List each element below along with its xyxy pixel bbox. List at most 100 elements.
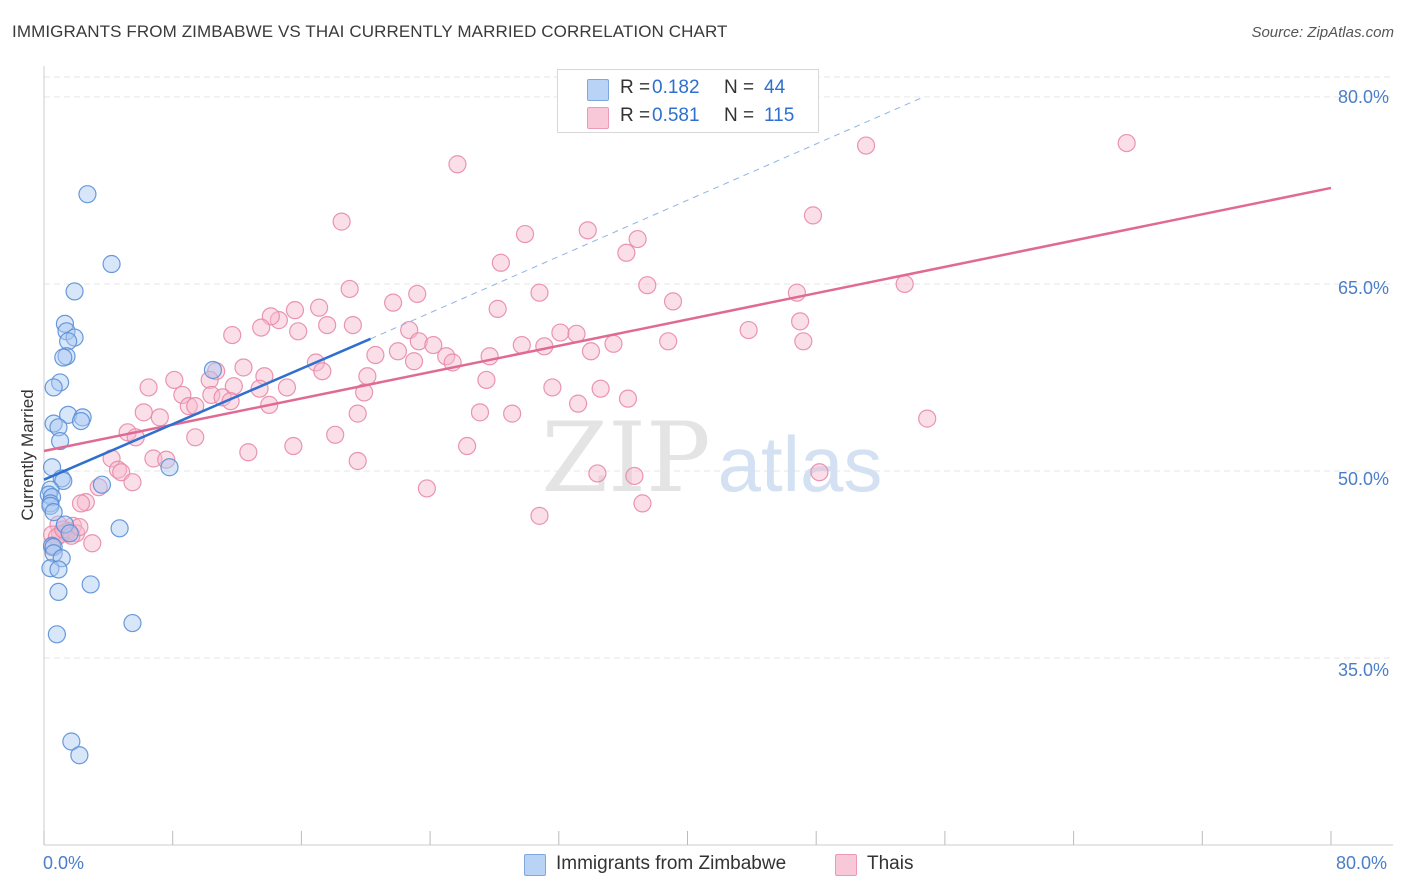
legend-label: Immigrants from Zimbabwe [556, 853, 787, 874]
thais-point [794, 332, 813, 351]
zimbabwe-point [203, 360, 223, 380]
thais-point [239, 443, 258, 462]
thais-point [458, 436, 477, 456]
thais-point [234, 358, 253, 377]
thais-point [165, 370, 184, 390]
zimbabwe-point [78, 185, 97, 204]
thais-point [803, 206, 823, 225]
thais-point [332, 212, 351, 231]
zimbabwe-point [71, 411, 91, 431]
r-label: R = [620, 77, 651, 98]
thais-point [223, 325, 242, 345]
thais-point [388, 342, 408, 361]
y-tick-label: 50.0% [1338, 469, 1390, 489]
thais-point [179, 397, 198, 416]
zimbabwe-point [160, 458, 179, 477]
thais-point [659, 332, 678, 351]
thais-point [856, 136, 876, 155]
thais-point [89, 478, 108, 497]
thais-point [144, 449, 163, 468]
zimbabwe-point [102, 254, 121, 274]
thais-point [326, 425, 345, 444]
thais-point [530, 506, 549, 525]
zimbabwe-point [59, 332, 78, 351]
zimbabwe-point [65, 282, 84, 301]
thais-point [409, 332, 428, 351]
thais-point [477, 370, 496, 390]
thais-point [224, 377, 243, 396]
thais-point [150, 408, 169, 427]
thais-point [202, 385, 221, 405]
thais-point [173, 385, 192, 405]
n-label: N = [724, 105, 755, 126]
thais-point [417, 479, 436, 498]
thais-point [252, 318, 271, 337]
thais-point [313, 362, 332, 381]
zimbabwe-point [62, 732, 81, 751]
zimbabwe-trend-extension [370, 97, 921, 340]
thais-point [309, 298, 329, 317]
thais-point [551, 323, 570, 342]
zimbabwe-point [60, 524, 79, 543]
thais-point [578, 221, 597, 240]
thais-point [810, 463, 829, 482]
zimbabwe-point [44, 503, 63, 522]
watermark-zip: ZIP [541, 402, 710, 514]
zimbabwe-point [55, 314, 75, 333]
thais-point [628, 229, 647, 249]
thais-point [1117, 133, 1136, 153]
axis-layer [43, 66, 1393, 846]
zimbabwe-point [55, 515, 75, 534]
thais-point [604, 334, 623, 353]
zimbabwe-point [54, 348, 73, 367]
thais-point [123, 473, 142, 492]
zimbabwe-point [50, 431, 70, 451]
n-label: N = [724, 77, 755, 98]
thais-point [348, 451, 367, 471]
thais-point [200, 370, 219, 390]
thais-point [404, 352, 424, 371]
zimbabwe-trend-line [43, 337, 372, 481]
thais-point [348, 404, 367, 423]
thais-point [569, 394, 588, 413]
zimbabwe-point [49, 418, 68, 437]
legend-swatch-thais [587, 107, 609, 129]
y-tick-label: 35.0% [1338, 660, 1390, 680]
zimbabwe-point [110, 519, 129, 538]
thais-point [358, 367, 377, 386]
thais-point [284, 436, 303, 456]
zimbabwe-point [49, 560, 68, 579]
thais-trend-line [43, 186, 1332, 453]
zimbabwe-point [123, 613, 142, 633]
y-axis-label: Currently Married [18, 389, 37, 521]
x-tick-label: 0.0% [43, 853, 85, 873]
r-label: R = [620, 105, 651, 126]
thais-point [285, 301, 305, 320]
zimbabwe-point [92, 475, 112, 494]
legend-swatch-zimbabwe [587, 79, 609, 101]
thais-point [530, 283, 549, 302]
thais-point [289, 322, 308, 341]
thais-point [617, 243, 636, 262]
thais-point [638, 276, 657, 295]
thais-point [543, 378, 562, 397]
correlation-legend: R = 0.182 N = 44 R = 0.581 N = 115 [557, 69, 819, 133]
y-tick-label: 65.0% [1338, 278, 1390, 298]
thais-point [83, 534, 102, 553]
thais-point [71, 494, 91, 513]
chart-title: IMMIGRANTS FROM ZIMBABWE VS THAI CURRENT… [12, 22, 728, 41]
thais-point [581, 342, 601, 361]
thais-point [663, 292, 683, 311]
r-value: 0.581 [652, 105, 700, 126]
thais-point [503, 404, 522, 423]
thais-point [591, 379, 610, 398]
thais-point [383, 293, 403, 312]
thais-point [408, 284, 427, 304]
thais-point [355, 383, 374, 402]
thais-point [139, 378, 158, 397]
thais-point [895, 274, 914, 294]
thais-point [448, 155, 467, 174]
n-value: 44 [764, 77, 786, 98]
thais-point [491, 253, 510, 272]
